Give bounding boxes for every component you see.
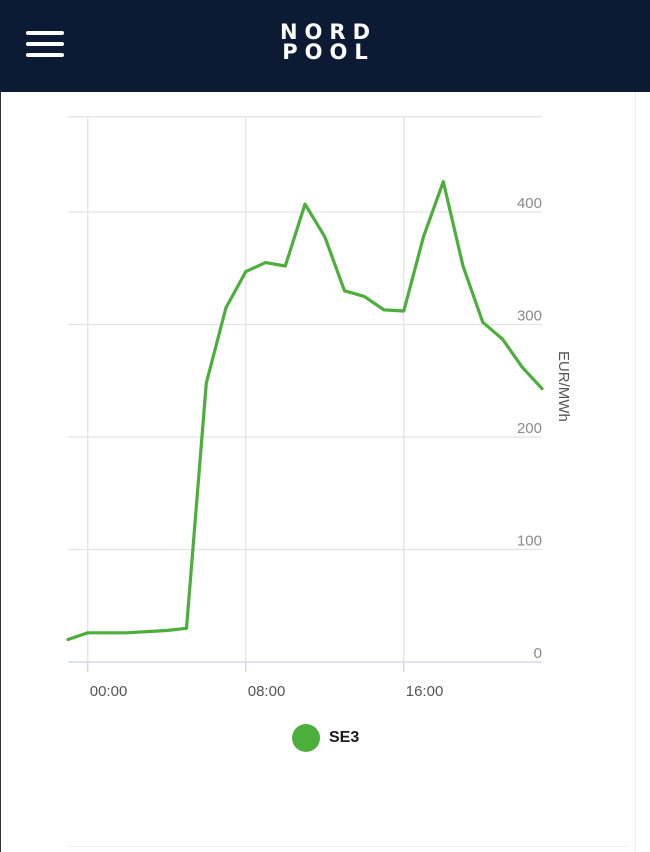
right-divider	[635, 92, 636, 852]
data-point-se3-5	[165, 629, 169, 632]
logo-line-1: NORD	[279, 20, 378, 44]
data-point-se3-8	[224, 306, 228, 309]
data-point-se3-20	[461, 264, 465, 268]
x-tick-label-2: 16:00	[406, 683, 444, 700]
data-point-se3-6	[185, 626, 188, 630]
data-point-se3-24	[540, 387, 544, 390]
data-point-se3-13	[323, 235, 327, 239]
data-point-se3-22	[501, 337, 504, 341]
app-header: NORD POOL	[0, 0, 650, 92]
data-point-se3-7	[204, 381, 208, 385]
bottom-divider	[68, 846, 628, 847]
data-point-se3-16	[382, 308, 386, 312]
hamburger-menu-icon[interactable]	[26, 29, 64, 59]
legend-se3-label: SE3	[329, 729, 360, 746]
x-tick-label-0: 00:00	[90, 683, 128, 700]
left-border	[0, 92, 1, 852]
data-point-se3-10	[264, 261, 267, 264]
y-tick-label-400: 400	[517, 195, 542, 212]
chart-svg: 0 100 200 300 400 00:00 08:00 16:00 EUR/MWh	[66, 116, 572, 700]
series-line-se3	[66, 179, 544, 642]
logo-line-2: POOL	[282, 40, 375, 64]
data-point-se3-18	[422, 235, 425, 239]
data-point-se3-3	[125, 631, 129, 635]
data-point-se3-11	[283, 264, 287, 268]
nord-pool-logo[interactable]: NORD POOL	[270, 20, 380, 64]
y-tick-label-0: 0	[534, 645, 542, 662]
data-point-se3-12	[303, 202, 307, 206]
y-tick-label-200: 200	[517, 420, 542, 437]
price-chart: 0 100 200 300 400 00:00 08:00 16:00 EUR/MWh SE3	[0, 92, 650, 852]
legend-se3-marker	[292, 724, 320, 752]
chart-legend[interactable]: SE3	[292, 723, 359, 753]
data-point-se3-19	[441, 180, 445, 183]
data-point-se3-21	[481, 320, 485, 324]
y-tick-label-300: 300	[517, 308, 542, 325]
x-tick-label-1: 08:00	[248, 683, 286, 700]
y-axis-title: EUR/MWh	[555, 351, 572, 422]
y-tick-label-100: 100	[517, 533, 542, 550]
data-point-se3-9	[244, 270, 248, 273]
data-point-se3-1	[86, 631, 90, 635]
data-point-se3-4	[145, 630, 149, 633]
data-point-se3-14	[343, 289, 346, 293]
data-point-se3-2	[106, 631, 109, 635]
data-point-se3-15	[362, 295, 366, 298]
data-point-se3-17	[402, 309, 406, 313]
data-point-se3-0	[66, 638, 70, 641]
data-point-se3-23	[520, 365, 524, 369]
